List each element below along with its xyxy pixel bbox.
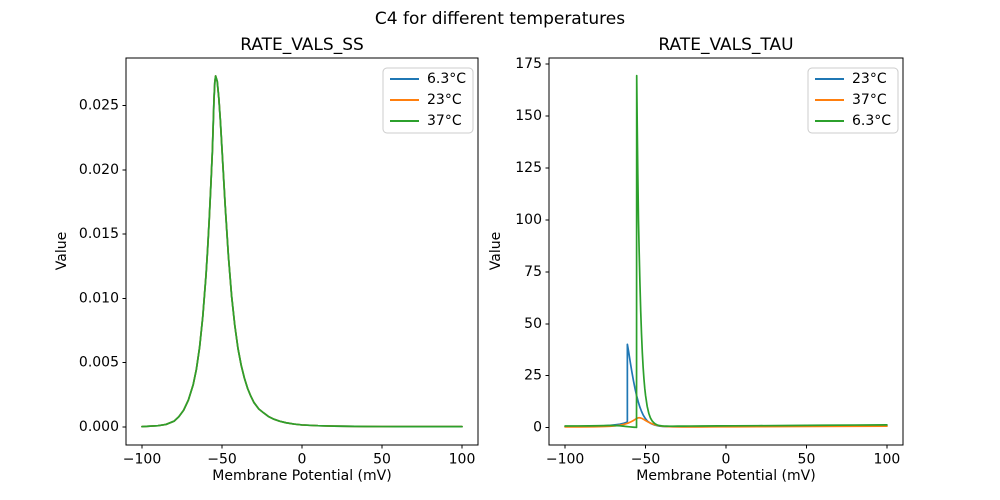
legend-label: 37°C bbox=[852, 92, 887, 108]
axes-title-ss: RATE_VALS_SS bbox=[240, 35, 364, 55]
x-axis-label-tau: Membrane Potential (mV) bbox=[636, 468, 816, 484]
legend: 6.3°C 23°C 37°C bbox=[382, 67, 474, 134]
legend-label: 23°C bbox=[427, 92, 462, 108]
y-tick-label: 25 bbox=[524, 368, 542, 384]
x-tick-label: 100 bbox=[449, 452, 476, 468]
y-tick-label: 75 bbox=[524, 264, 542, 280]
legend-label: 23°C bbox=[852, 71, 887, 87]
x-tick-label: 0 bbox=[298, 452, 307, 468]
x-tick-label: 0 bbox=[722, 452, 731, 468]
plot-area-tau: −100 −50 0 50 100 0 25 50 75 100 125 150 175 23°C 37°C… bbox=[515, 56, 904, 468]
legend-box bbox=[807, 67, 899, 134]
y-tick-label: 0.005 bbox=[79, 355, 119, 371]
x-tick-label: −50 bbox=[207, 452, 237, 468]
y-tick-label: 0.025 bbox=[79, 98, 119, 114]
y-tick-label: 175 bbox=[515, 56, 542, 72]
axes-title-tau: RATE_VALS_TAU bbox=[658, 35, 794, 55]
y-tick-label: 0.015 bbox=[79, 226, 119, 242]
x-tick-label: −100 bbox=[546, 452, 584, 468]
legend-label: 6.3°C bbox=[852, 113, 891, 129]
y-axis-label-tau: Value bbox=[488, 231, 504, 271]
axes-frame bbox=[548, 57, 904, 446]
y-tick-label: 125 bbox=[515, 160, 542, 176]
figure-title: C4 for different temperatures bbox=[374, 9, 626, 29]
curve-series-2 bbox=[141, 75, 463, 428]
y-tick-label: 100 bbox=[515, 212, 542, 228]
curve-series-2 bbox=[564, 74, 888, 429]
x-tick-label: 50 bbox=[798, 452, 816, 468]
axes-frame bbox=[125, 57, 479, 446]
curve-series-0 bbox=[564, 343, 888, 428]
legend-label: 37°C bbox=[427, 113, 462, 129]
y-tick-label: 0.010 bbox=[79, 290, 119, 306]
y-tick-label: 0.020 bbox=[79, 162, 119, 178]
y-tick-label: 50 bbox=[524, 316, 542, 332]
x-tick-label: −50 bbox=[631, 452, 661, 468]
x-axis-label-ss: Membrane Potential (mV) bbox=[212, 468, 392, 484]
legend-box bbox=[382, 67, 474, 134]
x-tick-label: −100 bbox=[123, 452, 161, 468]
legend-label: 6.3°C bbox=[427, 71, 466, 87]
legend: 23°C 37°C 6.3°C bbox=[807, 67, 899, 134]
x-tick-label: 100 bbox=[874, 452, 901, 468]
y-tick-label: 0 bbox=[533, 420, 542, 436]
plot-area-ss: −100 −50 0 50 100 0.000 0.005 0.010 0.015 0.020 0.… bbox=[79, 57, 479, 468]
y-tick-label: 150 bbox=[515, 108, 542, 124]
y-axis-label-ss: Value bbox=[54, 231, 70, 271]
x-tick-label: 50 bbox=[373, 452, 391, 468]
y-tick-label: 0.000 bbox=[79, 419, 119, 435]
